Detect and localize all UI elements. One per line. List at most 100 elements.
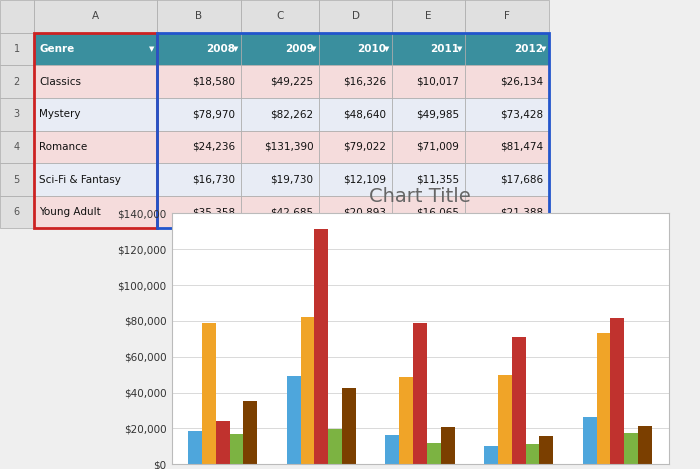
Title: Chart Title: Chart Title [369, 187, 471, 206]
Text: $82,262: $82,262 [270, 109, 314, 119]
Text: $12,109: $12,109 [344, 174, 386, 184]
Text: $73,428: $73,428 [500, 109, 543, 119]
Bar [392, 33, 465, 65]
Bar [610, 318, 624, 464]
Text: $26,134: $26,134 [500, 76, 543, 87]
Bar [0, 196, 34, 228]
Bar [596, 333, 610, 464]
Text: 2008: 2008 [206, 44, 235, 54]
Bar [0, 0, 34, 33]
Text: 6: 6 [14, 207, 20, 217]
Text: ▼: ▼ [384, 46, 389, 52]
Text: B: B [195, 11, 202, 21]
Bar [157, 196, 241, 228]
Bar [638, 426, 652, 464]
Text: $10,017: $10,017 [416, 76, 459, 87]
Bar [392, 196, 465, 228]
Text: $81,474: $81,474 [500, 142, 543, 152]
Text: Mystery: Mystery [39, 109, 80, 119]
Text: ▼: ▼ [232, 46, 238, 52]
Text: $78,970: $78,970 [193, 109, 235, 119]
Text: ▼: ▼ [311, 46, 316, 52]
Text: 1: 1 [14, 44, 20, 54]
Bar [539, 436, 553, 464]
Bar [392, 163, 465, 196]
Bar [241, 130, 319, 163]
Bar [314, 229, 328, 464]
Bar [241, 163, 319, 196]
Text: $16,065: $16,065 [416, 207, 459, 217]
Text: 2010: 2010 [358, 44, 386, 54]
Bar [34, 98, 157, 130]
Text: $19,730: $19,730 [271, 174, 314, 184]
Text: Romance: Romance [39, 142, 88, 152]
Bar [392, 130, 465, 163]
Bar [484, 446, 498, 464]
Bar [319, 196, 392, 228]
Bar [34, 196, 157, 228]
Bar [582, 417, 596, 464]
Text: E: E [425, 11, 432, 21]
Bar [498, 375, 512, 464]
Bar [465, 196, 549, 228]
Text: D: D [351, 11, 360, 21]
Bar [386, 435, 399, 464]
Bar [241, 33, 319, 65]
Bar [244, 401, 258, 464]
Text: $48,640: $48,640 [344, 109, 386, 119]
Text: $11,355: $11,355 [416, 174, 459, 184]
Text: ▼: ▼ [540, 46, 546, 52]
Bar [301, 317, 314, 464]
Bar [0, 65, 34, 98]
Bar [427, 443, 441, 464]
Text: $71,009: $71,009 [416, 142, 459, 152]
Bar [526, 444, 539, 464]
Bar [241, 196, 319, 228]
Bar [465, 98, 549, 130]
Bar [157, 163, 241, 196]
Text: $49,985: $49,985 [416, 109, 459, 119]
Text: F: F [504, 11, 510, 21]
Bar [0, 33, 34, 65]
Text: $16,326: $16,326 [343, 76, 386, 87]
Bar [202, 323, 216, 464]
Text: Sci-Fi & Fantasy: Sci-Fi & Fantasy [39, 174, 121, 184]
Bar [328, 429, 342, 464]
Bar [157, 98, 241, 130]
Bar [399, 377, 413, 464]
Bar [157, 33, 549, 228]
Bar [34, 33, 157, 228]
Text: 2011: 2011 [430, 44, 459, 54]
Text: Young Adult: Young Adult [39, 207, 101, 217]
Bar [319, 163, 392, 196]
Bar [157, 0, 241, 33]
Bar [319, 33, 392, 65]
Bar [413, 323, 427, 464]
Bar [319, 130, 392, 163]
Bar [287, 376, 301, 464]
Text: Genre: Genre [39, 44, 74, 54]
Bar [157, 130, 241, 163]
Bar [34, 33, 157, 65]
Text: 5: 5 [14, 174, 20, 184]
Bar [465, 130, 549, 163]
Bar [34, 163, 157, 196]
Bar [392, 0, 465, 33]
Bar [465, 163, 549, 196]
Text: $21,388: $21,388 [500, 207, 543, 217]
Bar [392, 98, 465, 130]
Text: $79,022: $79,022 [344, 142, 386, 152]
Bar [441, 427, 454, 464]
Bar [465, 0, 549, 33]
Bar [241, 65, 319, 98]
Bar [0, 163, 34, 196]
Text: $24,236: $24,236 [192, 142, 235, 152]
Text: $42,685: $42,685 [270, 207, 314, 217]
Bar [0, 130, 34, 163]
Text: $49,225: $49,225 [270, 76, 314, 87]
Bar [465, 65, 549, 98]
Text: $17,686: $17,686 [500, 174, 543, 184]
Bar [319, 98, 392, 130]
Text: $16,730: $16,730 [193, 174, 235, 184]
Text: ▼: ▼ [456, 46, 462, 52]
